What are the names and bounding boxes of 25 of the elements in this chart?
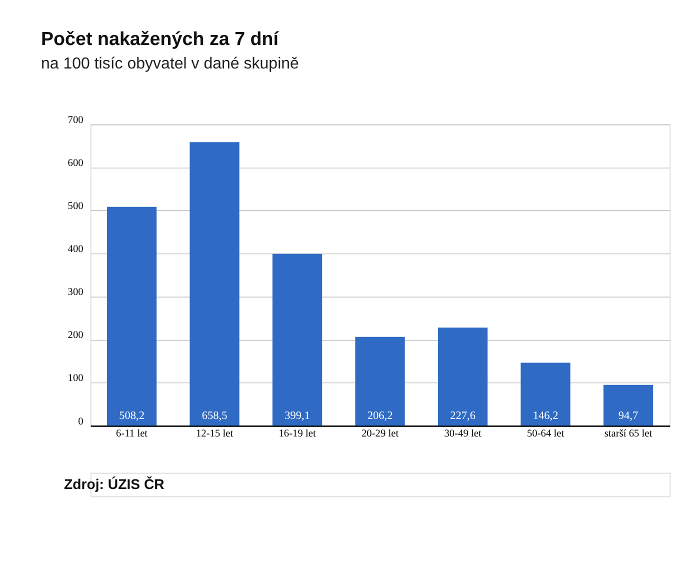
x-tick-label: starší 65 let xyxy=(604,428,652,440)
y-tick-label: 300 xyxy=(68,287,84,298)
x-tick-label: 6-11 let xyxy=(116,428,148,440)
x-tick-label: 30-49 let xyxy=(444,428,482,440)
data-label: 658,5 xyxy=(202,410,228,422)
data-label: 508,2 xyxy=(119,410,145,422)
data-label: 227,6 xyxy=(450,410,476,422)
x-tick-label: 12-15 let xyxy=(196,428,234,440)
data-label: 94,7 xyxy=(618,410,638,422)
y-tick-label: 500 xyxy=(68,200,84,212)
chart-subtitle: na 100 tisíc obyvatel v dané skupině xyxy=(40,56,300,73)
data-label: 206,2 xyxy=(367,410,394,422)
x-tick-label: 20-29 let xyxy=(361,428,399,440)
y-tick-label: 100 xyxy=(68,373,84,384)
data-label: 399,1 xyxy=(284,410,310,422)
x-tick-label: 50-64 let xyxy=(526,428,564,440)
y-tick-label: 700 xyxy=(68,114,84,126)
y-tick-label: 0 xyxy=(78,416,84,428)
data-label: 146,2 xyxy=(532,410,559,422)
text: Zdroj: ÚZIS ČR xyxy=(64,476,164,492)
y-tick-label: 600 xyxy=(68,158,84,169)
chart-title: Počet nakažených za 7 dní xyxy=(40,28,280,50)
y-tick-label: 400 xyxy=(68,244,84,256)
x-tick-label: 16-19 let xyxy=(278,428,316,440)
y-tick-label: 200 xyxy=(68,330,84,342)
